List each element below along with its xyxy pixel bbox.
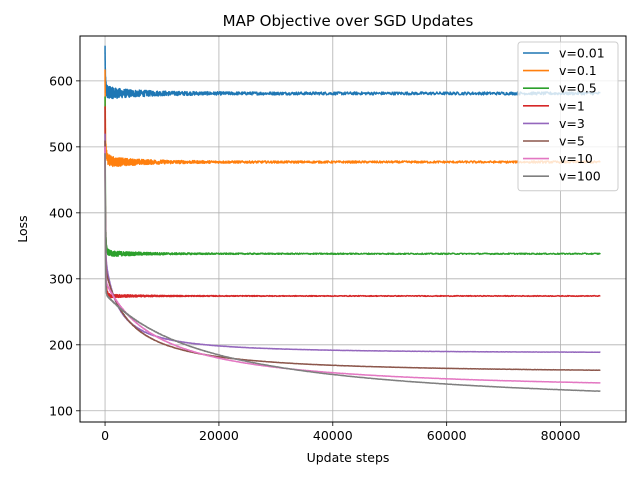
series-line bbox=[104, 106, 601, 299]
x-axis-ticks: 0 20000 40000 60000 80000 bbox=[101, 422, 580, 443]
legend-label: v=5 bbox=[559, 134, 585, 149]
y-tick-label: 500 bbox=[49, 139, 73, 154]
x-tick-label: 40000 bbox=[313, 428, 353, 443]
legend-label: v=0.5 bbox=[559, 81, 597, 96]
y-tick-label: 600 bbox=[49, 73, 73, 88]
y-tick-label: 200 bbox=[49, 337, 73, 352]
series-line bbox=[104, 139, 601, 372]
plot-frame bbox=[79, 35, 627, 423]
legend-label: v=0.01 bbox=[559, 46, 605, 61]
series-line bbox=[104, 153, 601, 393]
legend: v=0.01 v=0.1 v=0.5 v=1 v=3 v=5 v=10 v=100 bbox=[517, 41, 619, 192]
x-tick-label: 0 bbox=[101, 428, 109, 443]
plot-area bbox=[104, 45, 601, 393]
legend-label: v=10 bbox=[559, 151, 593, 166]
x-tick-label: 80000 bbox=[541, 428, 581, 443]
legend-label: v=1 bbox=[559, 98, 585, 113]
y-axis-title: Loss bbox=[15, 215, 30, 242]
x-tick-label: 20000 bbox=[199, 428, 239, 443]
y-tick-label: 100 bbox=[49, 403, 73, 418]
legend-box bbox=[517, 41, 619, 192]
y-tick-label: 400 bbox=[49, 205, 73, 220]
legend-label: v=3 bbox=[559, 116, 585, 131]
series-line bbox=[104, 96, 601, 257]
legend-label: v=0.1 bbox=[559, 63, 597, 78]
x-tick-label: 60000 bbox=[427, 428, 467, 443]
y-axis-ticks: 100 200 300 400 500 600 bbox=[49, 73, 80, 418]
chart-title: MAP Objective over SGD Updates bbox=[223, 12, 474, 30]
y-tick-label: 300 bbox=[49, 271, 73, 286]
series-line bbox=[104, 45, 601, 100]
legend-label: v=100 bbox=[559, 169, 601, 184]
series-line bbox=[104, 69, 601, 168]
x-axis-title: Update steps bbox=[307, 450, 390, 465]
